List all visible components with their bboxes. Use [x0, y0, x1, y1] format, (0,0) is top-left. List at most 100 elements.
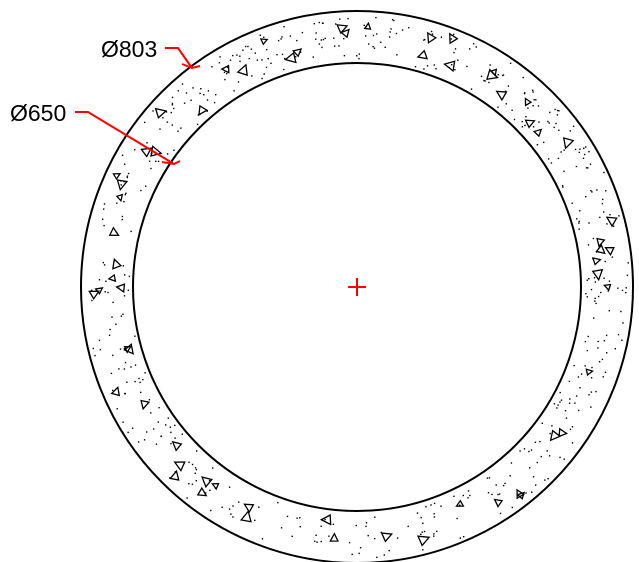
hatch-dot — [573, 364, 575, 367]
hatch-aggregate — [549, 429, 562, 442]
hatch-dot — [491, 493, 493, 496]
hatch-dot — [486, 477, 489, 479]
hatch-dot — [470, 88, 473, 90]
hatch-dot — [322, 38, 325, 41]
hatch-dot — [108, 334, 111, 336]
hatch-dot — [205, 492, 207, 494]
hatch-dot — [177, 130, 179, 132]
hatch-dot — [433, 533, 435, 535]
hatch-dot — [580, 373, 583, 375]
hatch-dot — [560, 151, 562, 153]
hatch-dot — [356, 55, 358, 57]
hatch-dot — [575, 395, 578, 397]
hatch-dot — [528, 450, 530, 453]
hatch-dot — [560, 399, 563, 401]
hatch-dot — [499, 512, 502, 515]
hatch-dot — [180, 127, 182, 129]
hatch-dot — [191, 463, 194, 466]
hatch-dot — [578, 228, 580, 230]
hatch-dot — [589, 163, 592, 165]
hatch-aggregate — [595, 243, 606, 255]
hatch-dot — [420, 516, 422, 519]
hatch-dot — [174, 437, 176, 439]
hatch-dot — [625, 292, 627, 294]
hatch-dot — [104, 291, 106, 293]
hatch-dot — [587, 167, 589, 169]
hatch-dot — [267, 58, 269, 60]
hatch-dot — [473, 43, 475, 45]
hatch-dot — [228, 486, 231, 488]
hatch-dot — [524, 124, 526, 127]
hatch-dot — [127, 289, 129, 291]
hatch-dot — [572, 125, 575, 127]
hatch-dot — [603, 277, 605, 279]
hatch-dot — [423, 530, 426, 533]
hatch-dot — [280, 527, 283, 529]
hatch-dot — [511, 109, 513, 111]
hatch-aggregate — [196, 486, 208, 497]
hatch-dot — [315, 38, 317, 40]
hatch-dot — [299, 526, 301, 528]
hatch-dot — [425, 506, 427, 508]
hatch-aggregate — [524, 119, 536, 129]
hatch-dot — [312, 56, 314, 58]
hatch-dot — [436, 530, 438, 533]
hatch-aggregate — [602, 283, 612, 292]
hatch-dot — [194, 472, 196, 474]
hatch-dot — [358, 57, 360, 60]
hatch-dot — [281, 36, 283, 38]
hatch-dot — [569, 130, 571, 132]
hatch-aggregate — [115, 193, 124, 203]
hatch-dot — [590, 391, 593, 393]
hatch-dot — [548, 455, 551, 457]
hatch-dot — [525, 116, 527, 118]
hatch-dot — [451, 64, 453, 66]
hatch-dot — [140, 189, 142, 192]
hatch-dot — [99, 348, 102, 351]
hatch-dot — [556, 114, 559, 116]
hatch-dot — [145, 185, 147, 187]
hatch-dot — [167, 417, 169, 419]
hatch-dot — [609, 214, 611, 216]
hatch-dot — [532, 126, 535, 128]
hatch-dot — [604, 371, 607, 373]
hatch-aggregate — [558, 427, 569, 438]
hatch-dot — [608, 280, 611, 282]
hatch-dot — [169, 426, 172, 428]
hatch-dot — [541, 422, 543, 424]
hatch-dot — [251, 75, 253, 77]
hatch-aggregate — [562, 137, 575, 150]
hatch-dot — [121, 154, 124, 156]
hatch-dot — [358, 552, 360, 555]
hatch-dot — [124, 193, 126, 196]
hatch-dot — [258, 506, 260, 508]
hatch-dot — [593, 277, 596, 279]
hatch-dot — [158, 407, 160, 409]
hatch-dot — [539, 440, 541, 443]
hatch-aggregate — [443, 60, 456, 73]
hatch-dot — [621, 289, 624, 292]
hatch-dot — [584, 153, 586, 156]
hatch-dot — [359, 547, 362, 549]
hatch-aggregate — [88, 290, 101, 301]
hatch-dot — [497, 493, 499, 496]
hatch-dot — [248, 57, 250, 60]
hatch-dot — [551, 425, 553, 427]
hatch-dot — [191, 483, 194, 485]
hatch-dot — [232, 505, 234, 507]
hatch-dot — [433, 502, 436, 505]
hatch-dot — [166, 121, 169, 123]
hatch-aggregate — [363, 21, 372, 30]
hatch-dot — [265, 66, 268, 69]
hatch-dot — [188, 483, 190, 485]
hatch-dot — [355, 524, 357, 527]
hatch-dot — [123, 295, 126, 297]
hatch-dot — [181, 433, 183, 435]
hatch-dot — [123, 368, 126, 370]
hatch-dot — [183, 102, 186, 104]
hatch-aggregate — [416, 49, 429, 60]
hatch-dot — [423, 39, 425, 41]
hatch-dot — [532, 91, 534, 93]
hatch-dot — [130, 366, 132, 368]
hatch-dot — [588, 394, 590, 396]
